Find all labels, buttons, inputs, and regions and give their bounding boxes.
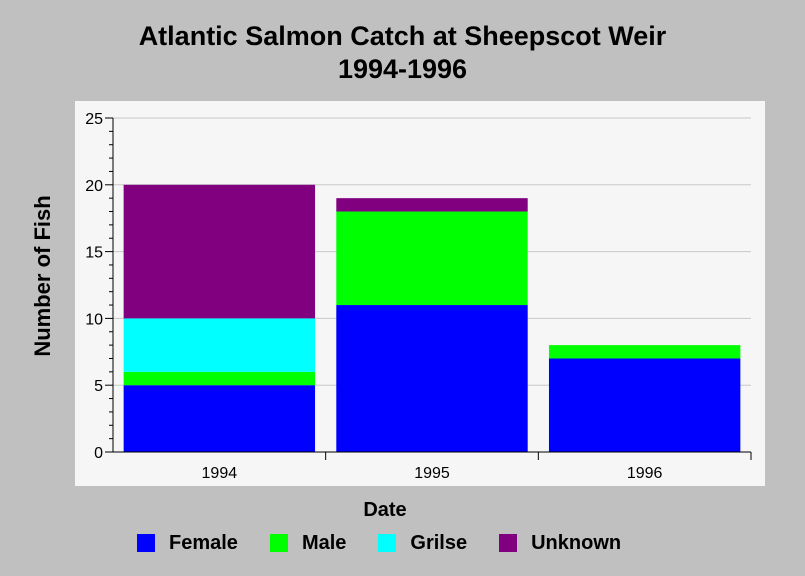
- bar-unknown-1994: [123, 184, 316, 319]
- bar-female-1995: [336, 305, 528, 452]
- legend-swatch: [269, 534, 288, 552]
- legend-item-female: Female: [137, 532, 238, 555]
- chart-title-line-1: Atlantic Salmon Catch at Sheepscot Weir: [138, 21, 667, 51]
- legend-item-unknown: Unknown: [499, 532, 621, 555]
- x-tick-label: 1995: [414, 465, 450, 482]
- y-tick-label: 0: [94, 445, 103, 462]
- y-tick-label: 25: [85, 111, 103, 128]
- legend-swatch: [378, 534, 397, 552]
- bar-male-1994: [123, 371, 316, 386]
- legend-label: Female: [169, 531, 238, 554]
- bar-male-1996: [548, 345, 741, 359]
- x-tick-label: 1996: [627, 465, 663, 482]
- x-axis-label: Date: [363, 499, 407, 521]
- legend-swatch: [137, 534, 155, 552]
- y-tick-label: 20: [85, 178, 103, 195]
- bar-grilse-1994: [123, 318, 316, 372]
- legend-item-grilse: Grilse: [378, 532, 467, 555]
- legend-label: Grilse: [410, 531, 468, 554]
- legend-item-male: Male: [269, 531, 347, 555]
- y-tick-label: 15: [85, 245, 103, 262]
- legend-label: Male: [301, 531, 347, 554]
- y-tick-label: 10: [85, 311, 103, 328]
- x-tick-label: 1994: [202, 465, 238, 482]
- legend: Female Male Grilse Unknown: [137, 530, 653, 556]
- y-tick-label: 5: [94, 378, 103, 395]
- chart-title: Atlantic Salmon Catch at Sheepscot Weir …: [0, 20, 805, 86]
- bar-female-1996: [548, 358, 741, 452]
- legend-label: Unknown: [531, 531, 622, 554]
- chart-title-line-2: 1994-1996: [337, 54, 468, 84]
- bar-unknown-1995: [336, 198, 528, 212]
- y-axis-label: Number of Fish: [30, 195, 55, 357]
- bar-male-1995: [336, 211, 528, 306]
- bar-female-1994: [123, 385, 316, 452]
- legend-swatch: [499, 534, 518, 552]
